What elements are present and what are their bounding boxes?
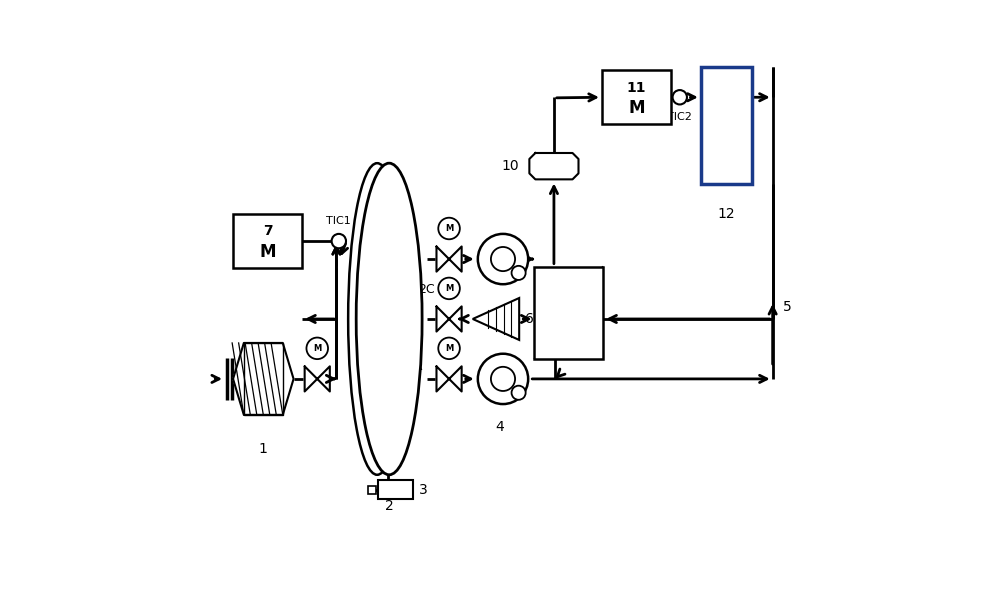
Circle shape: [306, 338, 328, 359]
Text: 4: 4: [496, 420, 504, 433]
Text: M: M: [445, 284, 453, 293]
Text: 10: 10: [502, 159, 519, 173]
Text: 1: 1: [259, 442, 268, 456]
Text: 2C: 2C: [418, 282, 435, 296]
Text: 11: 11: [627, 81, 646, 95]
Circle shape: [332, 234, 346, 248]
Text: TIC1: TIC1: [326, 216, 351, 226]
Text: M: M: [628, 99, 645, 117]
Text: 2: 2: [385, 498, 394, 513]
Bar: [368, 486, 376, 494]
Text: 5: 5: [783, 300, 792, 314]
Circle shape: [438, 338, 460, 359]
Text: M: M: [445, 344, 453, 353]
Text: M: M: [313, 344, 321, 353]
Bar: [378, 480, 413, 499]
Text: 9: 9: [540, 278, 549, 291]
Text: 2B: 2B: [366, 193, 382, 206]
Text: M: M: [445, 224, 453, 233]
Bar: [534, 267, 603, 359]
Bar: [244, 343, 283, 415]
Bar: [233, 214, 302, 268]
Ellipse shape: [356, 163, 422, 475]
Polygon shape: [233, 343, 294, 415]
Text: M: M: [260, 243, 276, 261]
Circle shape: [438, 218, 460, 239]
Text: 6: 6: [525, 312, 534, 326]
Ellipse shape: [348, 163, 406, 475]
Circle shape: [478, 234, 528, 284]
Circle shape: [512, 386, 526, 400]
Circle shape: [438, 278, 460, 299]
Text: 3: 3: [419, 483, 428, 497]
Circle shape: [478, 354, 528, 404]
Circle shape: [673, 90, 687, 105]
Polygon shape: [473, 298, 519, 340]
Text: 8: 8: [508, 300, 516, 314]
Bar: [602, 70, 671, 124]
Bar: [701, 67, 752, 184]
Circle shape: [491, 367, 515, 391]
Text: 2A: 2A: [406, 361, 422, 373]
Text: 7: 7: [263, 225, 273, 238]
Text: 12: 12: [717, 207, 735, 221]
Text: TIC2: TIC2: [667, 112, 692, 122]
Circle shape: [491, 247, 515, 271]
Circle shape: [512, 266, 526, 280]
Polygon shape: [529, 153, 578, 179]
